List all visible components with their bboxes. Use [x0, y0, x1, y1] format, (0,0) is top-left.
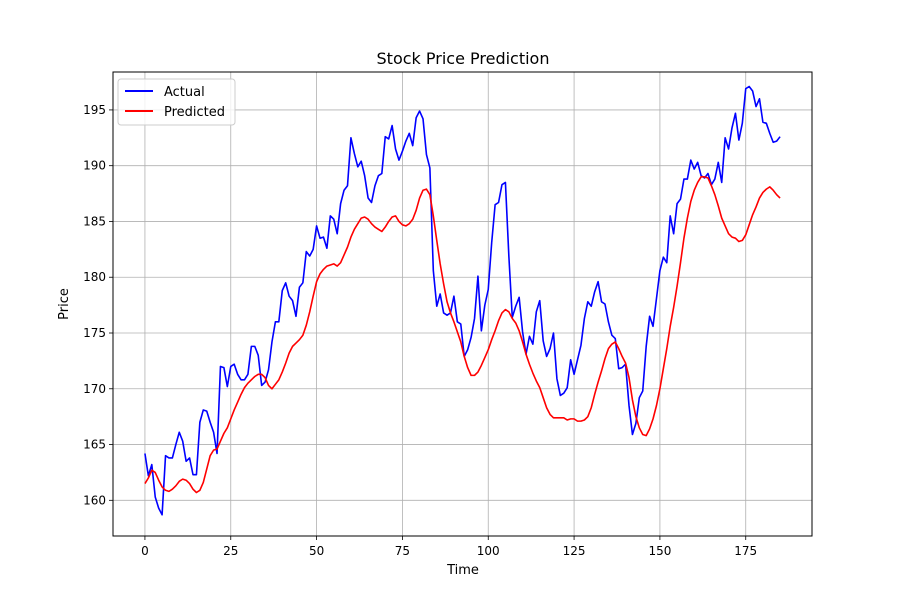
series-line-predicted [144, 176, 781, 494]
y-tick-label: 185 [83, 214, 106, 228]
x-tick-label: 175 [734, 544, 757, 558]
legend: Actual Predicted [117, 78, 236, 126]
legend-label-actual: Actual [164, 85, 205, 100]
chart-title: Stock Price Prediction [377, 49, 550, 68]
series-lines [144, 85, 781, 516]
series-line-actual [144, 85, 781, 516]
x-axis-label: Time [446, 563, 479, 578]
plot-frame [112, 71, 813, 537]
grid-lines [113, 72, 812, 536]
x-tick-label: 25 [223, 544, 238, 558]
y-axis-ticks: 160 165 170 175 180 185 190 195 [83, 103, 113, 507]
x-tick-label: 125 [563, 544, 586, 558]
y-tick-label: 180 [83, 270, 106, 284]
x-tick-label: 50 [309, 544, 324, 558]
y-axis-label: Price [57, 288, 72, 320]
y-tick-label: 195 [83, 103, 106, 117]
x-axis-ticks: 0 25 50 75 100 125 150 175 [141, 536, 757, 558]
y-tick-label: 170 [83, 382, 106, 396]
y-tick-label: 160 [83, 493, 106, 507]
y-tick-label: 175 [83, 326, 106, 340]
x-tick-label: 75 [395, 544, 410, 558]
x-tick-label: 0 [141, 544, 149, 558]
y-tick-label: 165 [83, 438, 106, 452]
x-tick-label: 100 [477, 544, 500, 558]
y-tick-label: 190 [83, 159, 106, 173]
legend-label-predicted: Predicted [164, 105, 225, 120]
x-tick-label: 150 [648, 544, 671, 558]
